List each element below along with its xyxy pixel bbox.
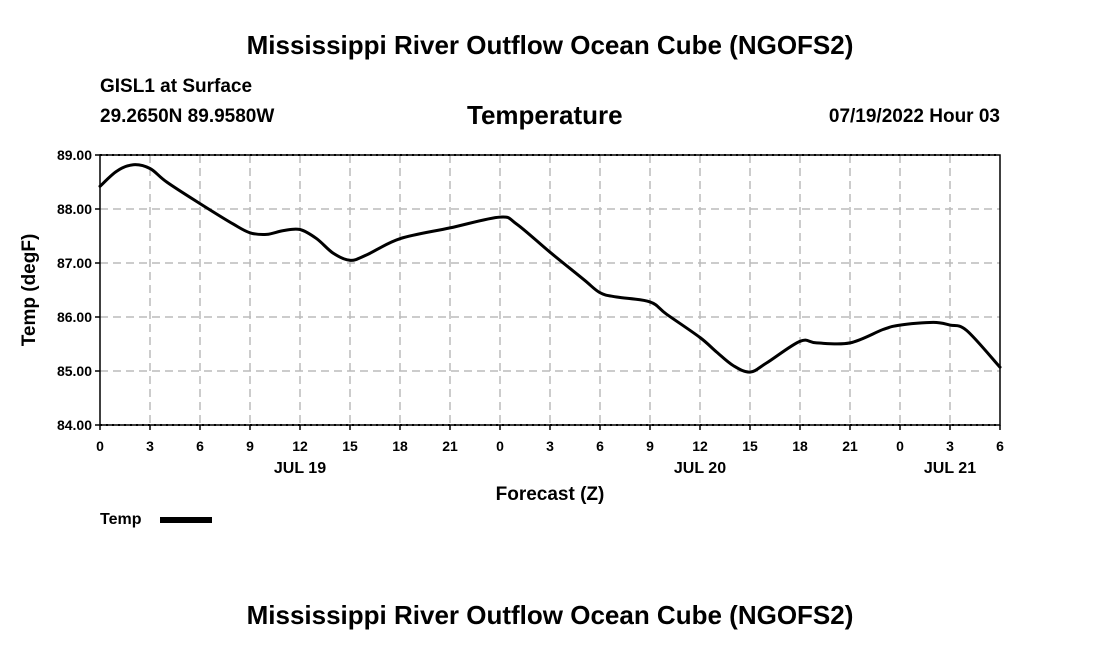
legend-label: Temp (100, 511, 142, 528)
x-tick-label: 15 (742, 438, 758, 454)
x-tick-label: 21 (842, 438, 858, 454)
x-tick-label: 12 (692, 438, 708, 454)
day-label: JUL 21 (924, 460, 976, 477)
x-tick-label: 9 (646, 438, 654, 454)
x-tick-label: 3 (546, 438, 554, 454)
day-label: JUL 19 (274, 460, 326, 477)
x-tick-label: 12 (292, 438, 308, 454)
y-axis-label: Temp (degF) (19, 234, 40, 347)
y-axis-ticks: 84.00 85.00 86.00 87.00 88.00 89.00 (57, 147, 100, 433)
x-tick-label: 3 (146, 438, 154, 454)
x-tick-label: 18 (392, 438, 408, 454)
y-tick-label: 86.00 (57, 309, 92, 325)
y-tick-label: 87.00 (57, 255, 92, 271)
x-tick-label: 0 (496, 438, 504, 454)
page-title: Mississippi River Outflow Ocean Cube (NG… (246, 30, 854, 60)
y-tick-label: 84.00 (57, 417, 92, 433)
datetime-label: 07/19/2022 Hour 03 (828, 106, 1000, 127)
day-label: JUL 20 (674, 460, 726, 477)
x-tick-label: 6 (596, 438, 604, 454)
x-tick-label: 0 (896, 438, 904, 454)
x-tick-label: 0 (96, 438, 104, 454)
x-tick-label: 18 (792, 438, 808, 454)
footer-title: Mississippi River Outflow Ocean Cube (NG… (246, 600, 854, 630)
y-tick-label: 85.00 (57, 363, 92, 379)
series-line-temp (98, 163, 1002, 374)
x-axis-label: Forecast (Z) (496, 484, 605, 505)
grid-lines (100, 155, 1000, 425)
x-tick-label: 3 (946, 438, 954, 454)
day-labels: JUL 19 JUL 20 JUL 21 (274, 460, 976, 477)
y-tick-label: 88.00 (57, 201, 92, 217)
x-tick-label: 9 (246, 438, 254, 454)
x-tick-label: 15 (342, 438, 358, 454)
x-tick-label: 21 (442, 438, 458, 454)
x-tick-label: 6 (996, 438, 1004, 454)
x-tick-label: 6 (196, 438, 204, 454)
chart-title: Temperature (467, 100, 623, 130)
coordinates-label: 29.2650N 89.9580W (100, 106, 275, 127)
station-label: GISL1 at Surface (100, 76, 253, 97)
x-axis-ticks: 0 3 6 9 12 15 18 21 0 3 6 9 12 15 18 21 0 3 6 (96, 425, 1004, 454)
y-tick-label: 89.00 (57, 147, 92, 163)
